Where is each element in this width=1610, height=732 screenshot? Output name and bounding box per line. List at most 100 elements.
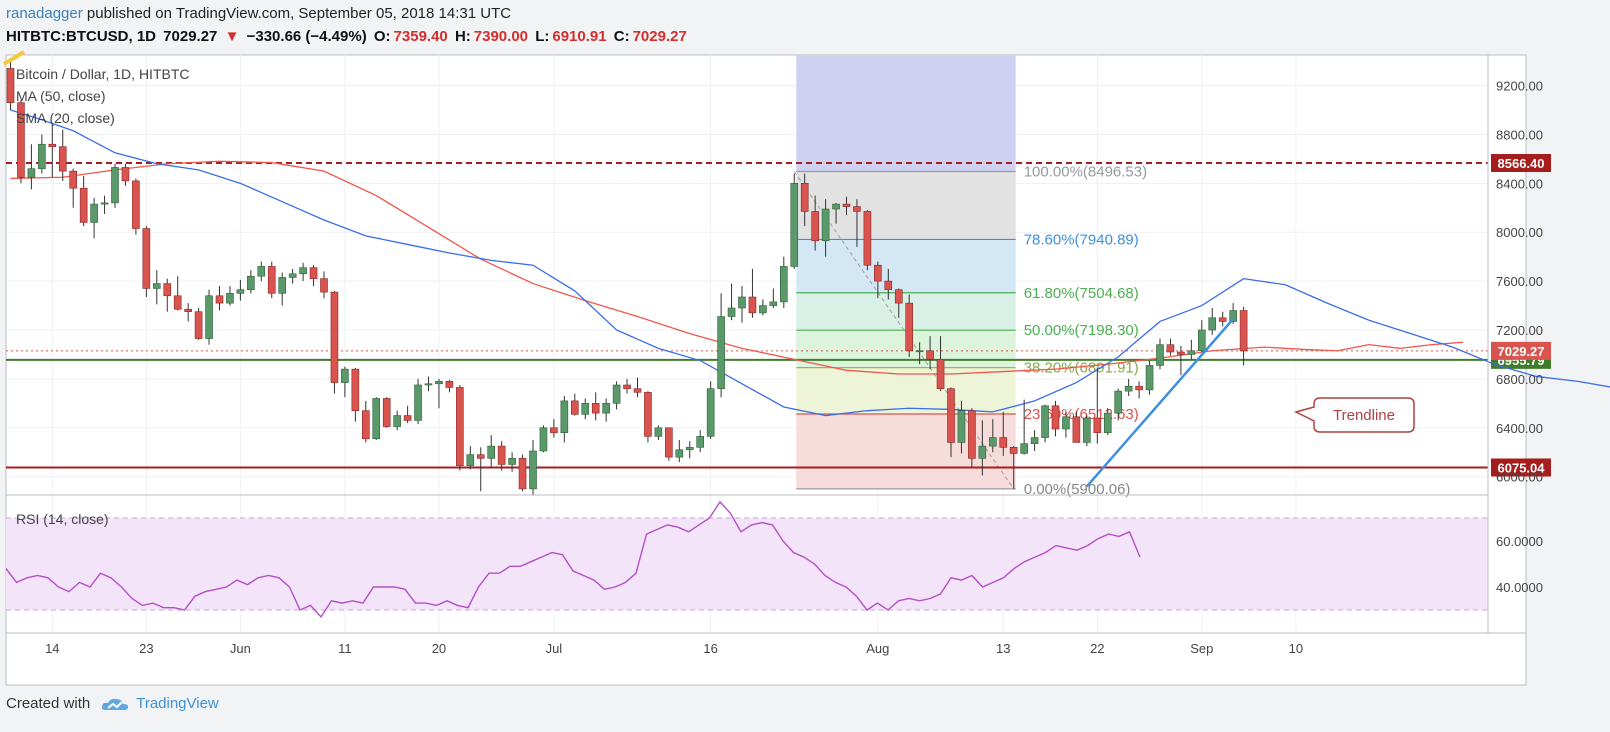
price-tick-label: 7200.00 <box>1496 323 1543 338</box>
candle-down <box>633 388 642 393</box>
candle-down <box>48 143 57 147</box>
candle-up <box>1156 344 1164 366</box>
time-tick-label: 14 <box>45 641 59 656</box>
corner-logo-icon <box>2 50 26 66</box>
rsi-pane: 40.0000 60.0000 <box>5 500 1543 619</box>
candle-up <box>706 388 715 437</box>
candle-down <box>142 228 151 289</box>
legend: Bitcoin / Dollar, 1D, HITBTC MA (50, clo… <box>16 66 190 527</box>
ma50-legend[interactable]: MA (50, close) <box>16 88 105 104</box>
time-tick-label: Sep <box>1190 641 1213 656</box>
last-price-label: 7029.27 <box>1498 344 1545 359</box>
candle-up <box>236 289 245 294</box>
trendline-layer[interactable]: Trendline <box>1085 318 1415 488</box>
candle-up <box>38 143 46 169</box>
created-with-text: Created with <box>6 695 91 712</box>
time-tick-label: 20 <box>432 641 446 656</box>
rsi-line <box>5 500 1141 619</box>
candle-down <box>570 400 579 415</box>
candle-up <box>1145 365 1154 391</box>
candle-down <box>748 296 757 314</box>
time-tick-label: Jul <box>546 641 563 656</box>
candle-down <box>1072 416 1081 443</box>
candle-up <box>915 350 924 353</box>
fib-level-label: 61.80%(7504.68) <box>1024 285 1139 302</box>
candle-down <box>863 211 872 266</box>
publish-text: published on TradingView.com, September … <box>86 5 512 22</box>
candle-down <box>330 291 339 383</box>
candle-up <box>226 293 234 304</box>
candle-down <box>623 384 631 389</box>
rsi-legend[interactable]: RSI (14, close) <box>16 511 109 527</box>
last-price-tag <box>1491 341 1551 360</box>
down-arrow-icon: ▼ <box>224 28 240 45</box>
candle-down <box>309 267 318 279</box>
fib-diagonal <box>793 171 1015 490</box>
candle-up <box>957 410 966 443</box>
symbol-bar: HITBTC:BTCUSD, 1D 7029.27 ▼ −330.66 (−4.… <box>6 28 690 45</box>
candle-down <box>1135 385 1143 391</box>
candle-up <box>790 183 799 267</box>
price-tick-label: 9200.00 <box>1496 79 1543 94</box>
high-label: H: <box>454 28 471 45</box>
tradingview-cloud-icon <box>102 698 129 710</box>
tradingview-link[interactable]: TradingView <box>136 695 219 712</box>
highlight-layer <box>796 55 1016 172</box>
footer: Created with TradingView <box>6 695 219 712</box>
price-tick-label: 6800.00 <box>1496 372 1543 387</box>
low-label: L: <box>535 28 550 45</box>
rsi-tick-label: 40.0000 <box>1496 580 1543 595</box>
author-link[interactable]: ranadagger <box>6 5 83 22</box>
candle-down <box>69 170 77 189</box>
candle-down <box>1218 317 1227 322</box>
candle-up <box>727 307 736 317</box>
trendline-callout <box>1293 397 1415 433</box>
symbol-label[interactable]: HITBTC:BTCUSD, 1D <box>6 28 156 45</box>
candle-down <box>1177 351 1185 355</box>
chart-title: Bitcoin / Dollar, 1D, HITBTC <box>16 66 190 82</box>
candle-up <box>288 273 297 278</box>
candle-up <box>1208 317 1217 331</box>
candle-up <box>685 447 694 451</box>
open-label: O: <box>373 28 391 45</box>
candle-down <box>445 381 454 388</box>
price-chart[interactable]: 100.00%(8496.53) 78.60%(7940.89) 61.80%(75… <box>0 0 1610 690</box>
chart-area[interactable]: 100.00%(8496.53) 78.60%(7940.89) 61.80%(75… <box>0 0 1610 695</box>
candle-down <box>550 427 558 433</box>
support-price-label: 6075.04 <box>1498 460 1546 475</box>
candle-up <box>111 167 119 204</box>
time-tick-label: 10 <box>1289 641 1303 656</box>
candle-up <box>1198 329 1206 352</box>
candle-up <box>424 383 433 386</box>
time-tick-label: 11 <box>338 641 352 656</box>
candle-up <box>539 427 548 452</box>
candle-down <box>1051 405 1060 430</box>
candle-down <box>884 280 893 290</box>
fib-level-label: 78.60%(7940.89) <box>1024 231 1139 248</box>
candles <box>6 61 1248 495</box>
candle-down <box>811 211 819 242</box>
candle-up <box>1041 405 1049 438</box>
time-tick-label: Jun <box>230 641 251 656</box>
candle-up <box>257 266 266 277</box>
time-tick-label: 13 <box>996 641 1010 656</box>
candle-down <box>894 289 903 304</box>
candle-up <box>1124 385 1133 392</box>
candle-down <box>936 359 945 389</box>
moving-averages <box>10 109 1610 417</box>
axes: 6000.00 6400.00 6800.00 7200.00 7600.00 8000.… <box>2 50 1543 656</box>
candle-up <box>1103 412 1112 433</box>
sma20-legend[interactable]: SMA (20, close) <box>16 110 115 126</box>
time-tick-label: Aug <box>866 641 889 656</box>
candle-up <box>560 400 569 433</box>
time-tick-label: 23 <box>139 641 153 656</box>
candle-down <box>497 445 506 465</box>
close-value: 7029.27 <box>632 28 687 45</box>
candle-down <box>591 403 600 414</box>
low-value: 6910.91 <box>552 28 607 45</box>
fib-zone <box>796 239 1016 293</box>
ma50-line <box>10 160 1464 375</box>
publish-info: ranadagger published on TradingView.com,… <box>6 5 511 22</box>
candle-up <box>581 403 590 415</box>
candle-up <box>738 296 746 309</box>
